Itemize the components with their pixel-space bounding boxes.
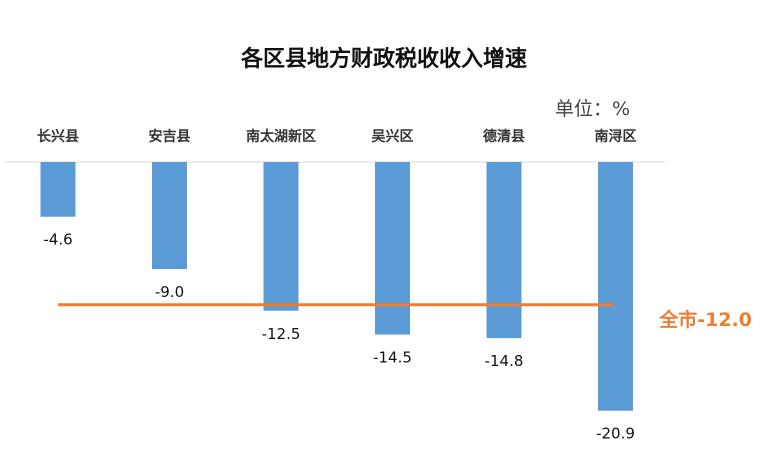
bar-value-label: -14.8 — [485, 352, 524, 370]
category-label: 南太湖新区 — [246, 128, 316, 145]
bar-value-label: -14.5 — [373, 349, 412, 367]
category-label: 长兴县 — [37, 128, 79, 145]
bar-value-label: -12.5 — [262, 325, 301, 343]
bar — [598, 162, 633, 411]
category-label: 安吉县 — [149, 128, 191, 145]
bars-group: 长兴县 -4.6 安吉县 -9.0 南太湖新区 -12.5 吴兴区 -14.5 德清县 -14.8… — [37, 128, 637, 443]
city-average-label: 全市-12.0 — [658, 308, 752, 331]
unit-label: 单位：% — [555, 98, 630, 120]
bar — [263, 162, 299, 311]
bar-value-label: -4.6 — [43, 231, 72, 249]
bar — [486, 162, 522, 339]
bar — [152, 162, 187, 270]
category-label: 吴兴区 — [372, 128, 414, 145]
bar — [40, 162, 76, 217]
bar-value-label: -20.9 — [596, 425, 635, 443]
chart-title: 各区县地方财政税收收入增速 — [240, 46, 527, 72]
category-label: 德清县 — [483, 128, 525, 145]
bar-value-label: -9.0 — [155, 283, 184, 301]
category-label: 南浔区 — [595, 128, 637, 145]
bar — [375, 162, 410, 335]
